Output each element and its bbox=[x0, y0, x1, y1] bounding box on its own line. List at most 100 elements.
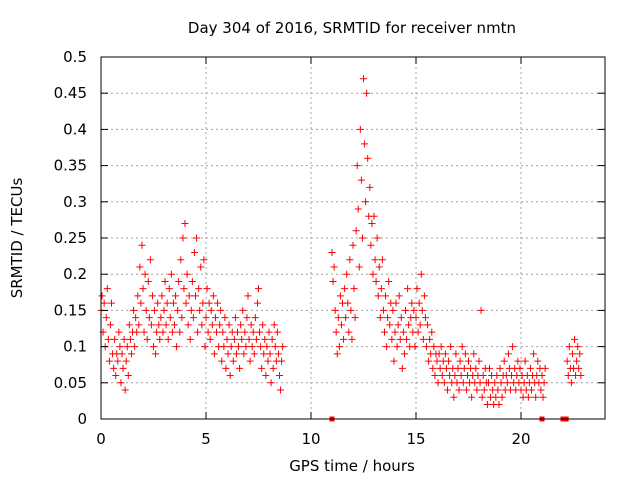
data-point bbox=[100, 299, 108, 307]
data-point bbox=[477, 306, 485, 314]
data-point bbox=[524, 393, 532, 401]
y-tick-label: 0.15 bbox=[54, 301, 87, 319]
data-point bbox=[563, 357, 571, 365]
data-point bbox=[157, 314, 165, 322]
data-point bbox=[530, 350, 538, 358]
data-point bbox=[565, 343, 573, 351]
data-point bbox=[196, 306, 204, 314]
data-point bbox=[335, 343, 343, 351]
data-point bbox=[540, 379, 548, 387]
data-point bbox=[141, 270, 149, 278]
data-point bbox=[486, 364, 493, 372]
data-point bbox=[250, 350, 258, 358]
data-point bbox=[404, 285, 412, 293]
data-point bbox=[495, 401, 503, 409]
x-tick-label: 0 bbox=[96, 430, 106, 448]
data-point bbox=[122, 357, 130, 365]
data-point bbox=[171, 321, 178, 329]
data-point bbox=[454, 364, 462, 372]
data-point bbox=[384, 314, 392, 322]
data-point bbox=[225, 321, 233, 329]
data-point bbox=[350, 285, 358, 293]
data-point bbox=[143, 335, 151, 343]
data-point bbox=[106, 321, 114, 329]
data-point bbox=[333, 350, 341, 358]
data-point bbox=[408, 299, 416, 307]
data-point bbox=[410, 306, 418, 314]
data-point bbox=[465, 357, 472, 365]
data-point bbox=[435, 350, 443, 358]
data-point bbox=[424, 321, 432, 329]
data-point bbox=[336, 292, 344, 300]
y-tick-label: 0.4 bbox=[63, 120, 87, 138]
data-point bbox=[568, 350, 576, 358]
data-point bbox=[257, 343, 265, 351]
data-point bbox=[354, 205, 362, 213]
data-point bbox=[239, 306, 247, 314]
data-point bbox=[539, 393, 547, 401]
data-point bbox=[198, 321, 206, 329]
data-point bbox=[273, 328, 281, 336]
data-point bbox=[361, 140, 369, 148]
data-point bbox=[168, 328, 176, 336]
data-point bbox=[174, 306, 182, 314]
data-point bbox=[430, 343, 438, 351]
data-point bbox=[206, 335, 214, 343]
data-point bbox=[567, 379, 575, 387]
data-point bbox=[136, 263, 144, 271]
data-point bbox=[147, 321, 155, 329]
data-point bbox=[153, 328, 161, 336]
data-point bbox=[142, 306, 150, 314]
data-point bbox=[388, 335, 396, 343]
data-point bbox=[243, 314, 251, 322]
data-point bbox=[541, 364, 549, 372]
data-point bbox=[135, 321, 143, 329]
data-point bbox=[328, 248, 336, 256]
data-point bbox=[218, 357, 226, 365]
data-point bbox=[478, 393, 486, 401]
x-axis-label: GPS time / hours bbox=[289, 457, 415, 475]
data-point bbox=[349, 241, 357, 249]
data-point bbox=[223, 335, 231, 343]
data-point bbox=[498, 393, 506, 401]
data-point bbox=[521, 357, 529, 365]
data-point bbox=[413, 285, 421, 293]
data-point bbox=[577, 372, 585, 380]
data-point bbox=[576, 350, 584, 358]
data-point bbox=[111, 335, 119, 343]
data-point bbox=[356, 125, 364, 133]
data-point bbox=[493, 372, 501, 380]
data-point bbox=[382, 292, 390, 300]
data-point bbox=[429, 364, 437, 372]
y-tick-label: 0.05 bbox=[54, 374, 87, 392]
data-point bbox=[175, 277, 183, 285]
data-point bbox=[381, 328, 388, 336]
data-point bbox=[261, 335, 269, 343]
data-point bbox=[460, 364, 468, 372]
data-point bbox=[125, 321, 133, 329]
data-point bbox=[145, 314, 153, 322]
data-point bbox=[457, 372, 465, 380]
data-point bbox=[156, 335, 164, 343]
data-point bbox=[194, 328, 202, 336]
data-point bbox=[131, 343, 139, 351]
data-point bbox=[396, 335, 404, 343]
data-point bbox=[484, 379, 492, 387]
data-point bbox=[137, 299, 145, 307]
data-point bbox=[231, 314, 239, 322]
data-point bbox=[240, 350, 248, 358]
data-point bbox=[201, 343, 209, 351]
data-point bbox=[172, 292, 180, 300]
data-point bbox=[371, 256, 379, 264]
data-point bbox=[468, 393, 476, 401]
data-point bbox=[140, 328, 148, 336]
data-point bbox=[179, 234, 187, 242]
data-point bbox=[532, 393, 540, 401]
data-point bbox=[154, 299, 162, 307]
data-point bbox=[442, 364, 450, 372]
data-point bbox=[418, 306, 426, 314]
data-point bbox=[431, 372, 439, 380]
data-point bbox=[419, 335, 427, 343]
data-point bbox=[497, 379, 505, 387]
data-point bbox=[227, 343, 235, 351]
